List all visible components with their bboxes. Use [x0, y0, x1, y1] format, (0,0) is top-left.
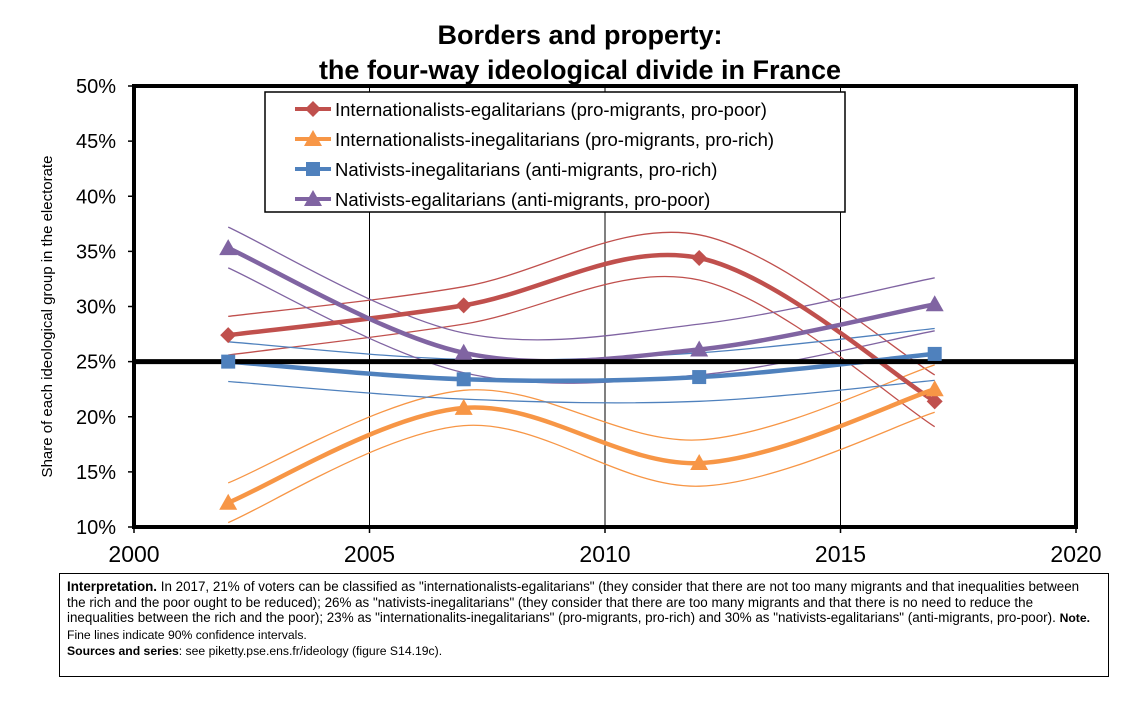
legend-entry-3: Nativists-egalitarians (anti-migrants, p… — [335, 189, 710, 210]
plot-border — [132, 84, 1078, 529]
chart: Borders and property: the four-way ideol… — [39, 20, 1102, 567]
legend-marker — [305, 101, 321, 117]
x-tick-label: 2000 — [108, 541, 159, 567]
note-text: Fine lines indicate 90% confidence inter… — [67, 627, 307, 642]
series-2-point — [927, 346, 942, 361]
series-1-upper-ci — [227, 364, 935, 484]
series-3-point — [925, 295, 944, 312]
series-1-line — [225, 386, 937, 505]
note-body: In 2017, 21% of voters can be classified… — [67, 579, 1080, 626]
series-0-upper-ci — [228, 231, 936, 376]
x-tick-label: 2015 — [815, 541, 866, 567]
legend-entry-1: Internationalists-inegalitarians (pro-mi… — [335, 129, 774, 150]
series-1-point — [219, 493, 238, 510]
series-3-point — [454, 343, 473, 360]
y-axis-label: Share of each ideological group in the e… — [39, 156, 56, 478]
y-tick-label: 50% — [76, 76, 116, 98]
sources-text: : see piketty.pse.ens.fr/ideology (figur… — [178, 644, 443, 659]
legend-marker — [304, 130, 322, 146]
y-tick-label: 25% — [76, 352, 116, 374]
y-tick-label: 15% — [76, 462, 116, 484]
series-1-point — [454, 398, 473, 415]
series-2-lower-ci — [228, 379, 935, 404]
legend-marker — [304, 190, 322, 206]
legend-marker — [306, 162, 320, 176]
series-1-point — [925, 380, 944, 397]
y-tick-label: 10% — [76, 517, 116, 539]
series-3-lower-ci — [227, 267, 935, 384]
series-2-line — [225, 351, 937, 384]
sources-label: Sources and series — [67, 644, 179, 659]
series-1-point — [690, 454, 709, 471]
series-0-point — [220, 327, 237, 344]
series-2-point — [221, 354, 236, 369]
series-2-point — [692, 370, 707, 385]
x-tick-label: 2020 — [1050, 541, 1101, 567]
series-0-line — [225, 252, 937, 404]
chart-title: Borders and property: — [437, 20, 722, 50]
series-2-upper-ci — [228, 327, 935, 361]
series-0-point — [926, 393, 943, 410]
x-tick-label: 2010 — [579, 541, 630, 567]
legend-entry-2: Nativists-inegalitarians (anti-migrants,… — [335, 159, 717, 180]
interpretation-note: Interpretation. In 2017, 21% of voters c… — [59, 573, 1109, 677]
series-3-point — [690, 340, 709, 357]
y-tick-label: 45% — [76, 131, 116, 153]
legend — [264, 91, 846, 213]
series-0-point — [455, 297, 472, 314]
x-tick-label: 2005 — [344, 541, 395, 567]
y-tick-label: 35% — [76, 241, 116, 263]
y-tick-label: 40% — [76, 186, 116, 208]
series-1-lower-ci — [227, 411, 935, 524]
note-label: Note. — [1059, 611, 1091, 626]
chart-subtitle: the four-way ideological divide in Franc… — [319, 55, 841, 85]
series-3-point — [219, 239, 238, 256]
note-lead: Interpretation. — [67, 579, 158, 594]
series-0-point — [691, 249, 708, 266]
series-0-lower-ci — [228, 275, 936, 428]
series-2-point — [456, 372, 471, 387]
legend-entry-0: Internationalists-egalitarians (pro-migr… — [335, 99, 767, 120]
series-3-upper-ci — [227, 226, 935, 341]
y-tick-label: 20% — [76, 407, 116, 429]
y-tick-label: 30% — [76, 297, 116, 319]
